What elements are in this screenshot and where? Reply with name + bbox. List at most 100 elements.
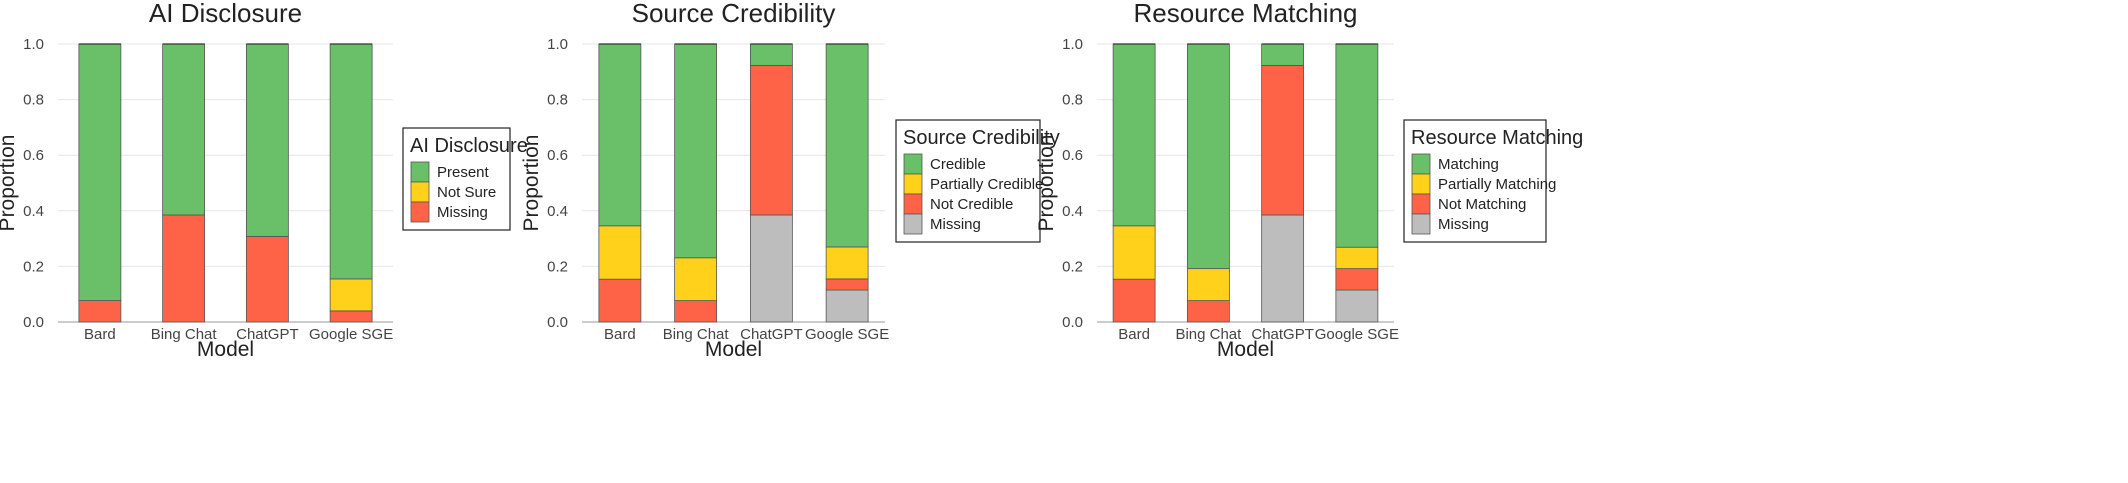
bar-segment-missing: [329, 310, 373, 323]
y-tick-label: 0.6: [23, 147, 44, 164]
legend-swatch: [410, 201, 430, 223]
legend-swatch: [903, 193, 923, 215]
x-tick-label: ChatGPT: [236, 326, 299, 343]
bar-segment-not-credible: [749, 65, 793, 216]
y-tick-label: 0.2: [23, 258, 44, 275]
legend-swatch: [1411, 213, 1431, 235]
x-tick-label: Google SGE: [805, 326, 889, 343]
x-axis-title: Model: [197, 338, 254, 361]
y-tick-label: 0.0: [23, 314, 44, 331]
bar-segment-not-matching: [1261, 65, 1305, 216]
y-tick-label: 0.4: [547, 203, 568, 220]
legend-title: Source Credibility: [903, 127, 1060, 149]
x-tick-label: ChatGPT: [1251, 326, 1314, 343]
bar-segment-missing: [1261, 214, 1305, 323]
x-tick-label: Bard: [84, 326, 116, 343]
legend-title: Resource Matching: [1411, 127, 1583, 149]
bar-segment-not-credible: [825, 278, 869, 291]
legend-swatch: [903, 173, 923, 195]
legend-entry-label: Matching: [1438, 156, 1499, 173]
bar-segment-not-matching: [1335, 268, 1379, 291]
bar-segment-matching: [1112, 43, 1156, 227]
x-tick-label: ChatGPT: [740, 326, 803, 343]
legend-swatch: [410, 161, 430, 183]
bar-segment-partially-credible: [674, 257, 718, 301]
legend-entry-label: Partially Matching: [1438, 176, 1556, 193]
chart-panel-3: Resource Matching 0.0 0.2 0.4 0.6 0.8 1.0 Bard B…: [1035, 0, 1583, 361]
legend: Resource Matching Matching Partially Match…: [1403, 119, 1583, 243]
legend-entry-label: Missing: [930, 216, 981, 233]
bar-segment-credible: [749, 43, 793, 66]
legend-entry-label: Not Sure: [437, 184, 496, 201]
legend-swatch: [410, 181, 430, 203]
y-tick-label: 1.0: [1062, 36, 1083, 53]
bar-segment-missing: [749, 214, 793, 323]
bar-segment-partially-matching: [1112, 225, 1156, 280]
x-tick-label: Bard: [1118, 326, 1150, 343]
x-tick-label: Google SGE: [309, 326, 393, 343]
bar-segment-missing: [825, 289, 869, 323]
x-tick-label: Bing Chat: [151, 326, 218, 343]
chart-title: Resource Matching: [1134, 0, 1358, 28]
legend-entry-label: Partially Credible: [930, 176, 1043, 193]
legend-swatch: [1411, 173, 1431, 195]
chart-title: Source Credibility: [632, 0, 836, 28]
bar-segment-matching: [1261, 43, 1305, 66]
y-tick-label: 0.0: [1062, 314, 1083, 331]
chart-title: AI Disclosure: [149, 0, 302, 28]
y-tick-label: 1.0: [23, 36, 44, 53]
bar-segment-matching: [1186, 43, 1230, 270]
legend-entry-label: Not Matching: [1438, 196, 1526, 213]
y-tick-label: 0.2: [547, 258, 568, 275]
legend: AI Disclosure Present Not Sure Missing: [402, 127, 528, 231]
legend-entry-label: Missing: [1438, 216, 1489, 233]
legend-entry-label: Credible: [930, 156, 986, 173]
legend-entry-label: Missing: [437, 204, 488, 221]
legend-swatch: [1411, 153, 1431, 175]
legend-swatch: [903, 153, 923, 175]
x-tick-label: Bing Chat: [1175, 326, 1242, 343]
y-tick-label: 0.8: [23, 92, 44, 109]
bar-segment-present: [245, 43, 289, 237]
bar-segment-not-matching: [1186, 300, 1230, 323]
bar-segment-credible: [598, 43, 642, 227]
legend-swatch: [903, 213, 923, 235]
bar-segment-credible: [825, 43, 869, 248]
x-tick-label: Bard: [604, 326, 636, 343]
bar-segment-partially-credible: [825, 246, 869, 280]
legend-entry-label: Present: [437, 164, 490, 181]
x-axis-title: Model: [1217, 338, 1274, 361]
y-tick-label: 0.4: [23, 203, 44, 220]
bar-segment-credible: [674, 43, 718, 259]
bar-segment-not-credible: [598, 278, 642, 323]
bar-segment-not-matching: [1112, 278, 1156, 323]
bar-segment-missing: [78, 300, 122, 323]
legend-swatch: [1411, 193, 1431, 215]
bar-segment-present: [329, 43, 373, 280]
legend-title: AI Disclosure: [410, 135, 528, 157]
y-axis-title: Proportion: [0, 135, 19, 232]
bar-segment-present: [162, 43, 206, 216]
chart-panel-2: Source Credibility 0.0 0.2 0.4 0.6 0.8 1.0 Bard…: [520, 0, 1060, 361]
bar-segment-missing: [245, 235, 289, 323]
chart-panel-1: AI Disclosure 0.0 0.2 0.4 0.6 0.8 1.0 Bard Bing …: [0, 0, 528, 361]
x-tick-label: Google SGE: [1315, 326, 1399, 343]
bar-segment-partially-credible: [598, 225, 642, 280]
bar-segment-partially-matching: [1335, 246, 1379, 270]
y-axis-title: Proportion: [520, 135, 543, 232]
y-tick-label: 0.8: [1062, 92, 1083, 109]
x-tick-label: Bing Chat: [663, 326, 730, 343]
bar-segment-not-credible: [674, 300, 718, 323]
y-axis-title: Proportion: [1035, 135, 1058, 232]
y-tick-label: 0.4: [1062, 203, 1083, 220]
legend: Source Credibility Credible Partially Cred…: [895, 119, 1060, 243]
y-tick-label: 1.0: [547, 36, 568, 53]
y-tick-label: 0.2: [1062, 258, 1083, 275]
bar-segment-not-sure: [329, 278, 373, 312]
bar-segment-missing: [162, 214, 206, 323]
bar-segment-present: [78, 43, 122, 301]
y-tick-label: 0.0: [547, 314, 568, 331]
legend-entry-label: Not Credible: [930, 196, 1013, 213]
